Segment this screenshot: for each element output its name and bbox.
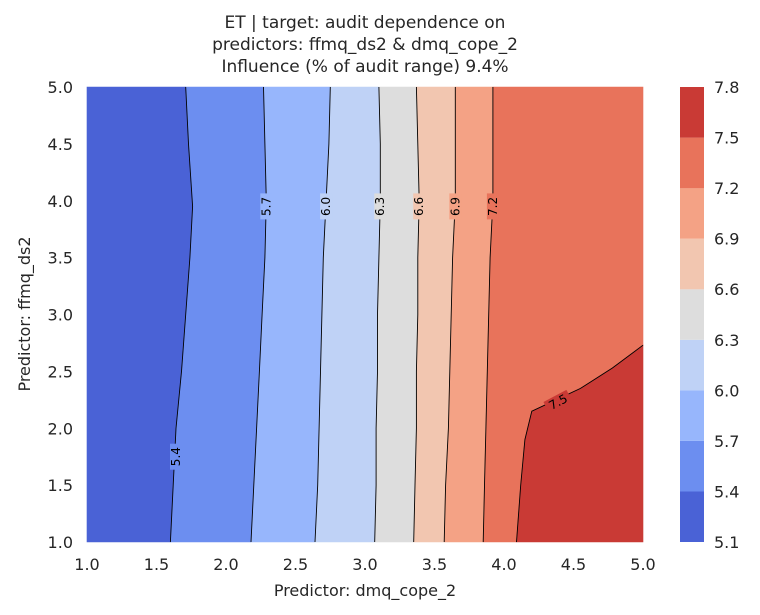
contour-line-5.7 bbox=[250, 86, 267, 543]
colorbar-tick-label: 7.5 bbox=[714, 129, 739, 148]
y-axis-label: Predictor: ffmq_ds2 bbox=[15, 236, 35, 391]
contour-line-7.2 bbox=[482, 87, 494, 543]
colorbar-band-5.1-5.4 bbox=[680, 491, 704, 542]
x-tick-label: 3.0 bbox=[352, 555, 377, 574]
y-axis-ticks: 1.0 1.5 2.0 2.5 3.0 3.5 4.0 4.5 5.0 bbox=[48, 78, 73, 552]
title-line-2: predictors: ffmq_ds2 & dmq_cope_2 bbox=[212, 35, 518, 55]
colorbar-band-6.6-6.9 bbox=[680, 238, 704, 290]
plot-area: 5.45.7 6.0 6.3 6.6 6.9 7.27.5 bbox=[86, 86, 644, 543]
contour-label-bg-5.4 bbox=[170, 443, 182, 470]
title-line-3: Influence (% of audit range) 9.4% bbox=[221, 57, 508, 77]
y-tick-label: 1.5 bbox=[48, 476, 73, 495]
colorbar-band-7.2-7.5 bbox=[680, 137, 704, 189]
colorbar-tick-label: 6.6 bbox=[714, 280, 739, 299]
contour-label-6.0: 6.0 bbox=[319, 197, 333, 216]
x-tick-label: 2.0 bbox=[213, 555, 238, 574]
colorbar-band-6.9-7.2 bbox=[680, 188, 704, 239]
contour-band-6.3-6.6 bbox=[374, 86, 420, 543]
colorbar-tick-label: 5.1 bbox=[714, 533, 739, 552]
contour-line-6.3 bbox=[374, 86, 381, 543]
contour-line-7.5 bbox=[516, 344, 644, 543]
y-tick-label: 1.0 bbox=[48, 533, 73, 552]
contour-label-6.6: 6.6 bbox=[412, 197, 426, 216]
y-tick-label: 3.5 bbox=[48, 249, 73, 268]
x-axis-ticks: 1.0 1.5 2.0 2.5 3.0 3.5 4.0 4.5 5.0 bbox=[74, 555, 655, 574]
contour-label-6.9: 6.9 bbox=[448, 197, 462, 216]
x-tick-label: 4.0 bbox=[491, 555, 516, 574]
colorbar-tick-label: 7.8 bbox=[714, 78, 739, 97]
colorbar: 7.8 7.5 7.2 6.9 6.6 6.3 6.0 5.7 5.4 5.1 bbox=[680, 78, 739, 552]
colorbar-band-6.3-6.6 bbox=[680, 289, 704, 340]
chart-title: ET | target: audit dependence on predict… bbox=[212, 13, 518, 77]
contour-label-7.2: 7.2 bbox=[486, 197, 500, 216]
y-tick-label: 2.0 bbox=[48, 419, 73, 438]
x-tick-label: 1.0 bbox=[74, 555, 99, 574]
colorbar-band-6-6.3 bbox=[680, 339, 704, 391]
contour-label-6.3: 6.3 bbox=[373, 197, 387, 216]
contour-label-bg-6.0 bbox=[320, 193, 333, 220]
contour-label-bg-5.7 bbox=[260, 193, 273, 220]
y-tick-label: 5.0 bbox=[48, 78, 73, 97]
y-tick-label: 4.0 bbox=[48, 192, 73, 211]
colorbar-tick-label: 7.2 bbox=[714, 179, 739, 198]
title-line-1: ET | target: audit dependence on bbox=[225, 13, 506, 33]
y-tick-label: 2.5 bbox=[48, 362, 73, 381]
x-axis-label: Predictor: dmq_cope_2 bbox=[274, 581, 456, 601]
contour-label-bg-6.6 bbox=[413, 193, 426, 220]
contour-label-bg-7.2 bbox=[486, 193, 499, 220]
y-tick-label: 3.0 bbox=[48, 306, 73, 325]
colorbar-tick-label: 6.0 bbox=[714, 381, 739, 400]
colorbar-band-5.7-6 bbox=[680, 390, 704, 441]
colorbar-band-7.5-7.8 bbox=[680, 87, 704, 138]
contour-label-bg-6.9 bbox=[449, 193, 462, 220]
contour-line-6.0 bbox=[314, 86, 331, 543]
x-tick-label: 2.5 bbox=[283, 555, 308, 574]
contour-label-bg-7.5 bbox=[543, 389, 573, 415]
colorbar-tick-label: 6.3 bbox=[714, 331, 739, 350]
x-tick-label: 3.5 bbox=[422, 555, 447, 574]
contour-line-6.6 bbox=[413, 86, 420, 543]
contour-label-5.7: 5.7 bbox=[259, 197, 273, 216]
colorbar-band-5.4-5.7 bbox=[680, 440, 704, 492]
colorbar-tick-label: 6.9 bbox=[714, 230, 739, 249]
contour-label-5.4: 5.4 bbox=[169, 447, 183, 466]
contour-line-6.9 bbox=[443, 87, 456, 543]
y-tick-label: 4.5 bbox=[48, 135, 73, 154]
x-tick-label: 5.0 bbox=[630, 555, 655, 574]
contour-label-bg-6.3 bbox=[374, 193, 387, 220]
colorbar-tick-label: 5.7 bbox=[714, 432, 739, 451]
colorbar-tick-label: 5.4 bbox=[714, 482, 739, 501]
x-tick-label: 1.5 bbox=[144, 555, 169, 574]
x-tick-label: 4.5 bbox=[561, 555, 586, 574]
